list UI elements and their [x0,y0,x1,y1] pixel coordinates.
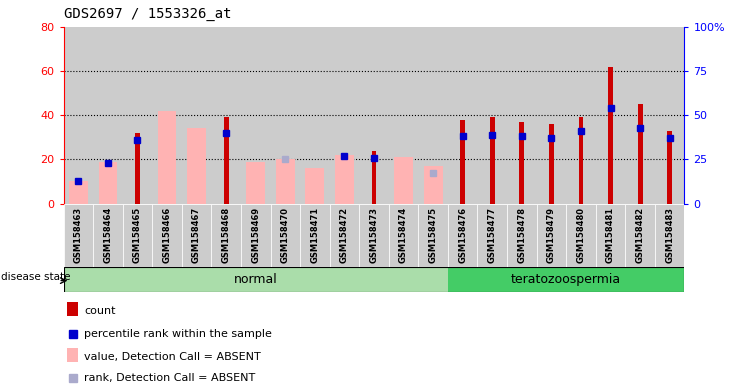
Bar [271,204,300,267]
Bar [359,27,389,204]
Bar [654,204,684,267]
Bar [300,27,330,204]
Bar [158,111,177,204]
Bar [271,27,300,204]
Bar [536,204,566,267]
Bar [153,27,182,204]
Bar [519,122,524,204]
Text: GSM158473: GSM158473 [370,207,378,263]
Bar [418,204,448,267]
Text: GSM158465: GSM158465 [133,207,142,263]
Text: GSM158470: GSM158470 [280,207,289,263]
Bar [654,27,684,204]
Bar [330,27,359,204]
Bar [187,128,206,204]
Bar [625,27,654,204]
Bar [566,27,595,204]
Bar [246,162,266,204]
Bar [637,104,643,204]
Bar [536,27,566,204]
Bar [224,118,229,204]
Text: GSM158463: GSM158463 [74,207,83,263]
Bar [578,118,583,204]
Bar [276,159,295,204]
Bar [625,204,654,267]
Bar [372,151,376,204]
Text: GSM158481: GSM158481 [606,207,615,263]
Bar [241,204,271,267]
Bar [330,204,359,267]
Bar [153,204,182,267]
Text: GSM158466: GSM158466 [162,207,171,263]
Bar [460,120,465,204]
Bar [212,27,241,204]
Bar [667,131,672,204]
Text: GSM158474: GSM158474 [399,207,408,263]
Text: GSM158469: GSM158469 [251,207,260,263]
Bar [182,27,212,204]
Text: teratozoospermia: teratozoospermia [511,273,622,286]
Bar [69,182,88,204]
Text: GSM158472: GSM158472 [340,207,349,263]
Bar [99,162,117,204]
Bar [608,67,613,204]
Text: GSM158476: GSM158476 [459,207,468,263]
Bar [135,133,140,204]
Text: GSM158468: GSM158468 [221,207,230,263]
Bar [389,204,418,267]
Bar [64,267,448,292]
Text: GSM158475: GSM158475 [429,207,438,263]
Bar [94,204,123,267]
Bar [448,27,477,204]
Bar [241,27,271,204]
Bar [423,166,443,204]
Bar [67,303,79,316]
Bar [549,124,554,204]
Bar [595,204,625,267]
Bar [490,118,494,204]
Text: disease state: disease state [1,272,71,282]
Text: GSM158467: GSM158467 [192,207,201,263]
Bar [389,27,418,204]
Bar [359,204,389,267]
Bar [418,27,448,204]
Text: percentile rank within the sample: percentile rank within the sample [84,329,272,339]
Bar [123,27,153,204]
Bar [123,204,153,267]
Text: rank, Detection Call = ABSENT: rank, Detection Call = ABSENT [84,374,255,384]
Text: GSM158471: GSM158471 [310,207,319,263]
Bar [305,168,325,204]
Bar [566,204,595,267]
Text: GSM158478: GSM158478 [518,207,527,263]
Text: GSM158464: GSM158464 [103,207,112,263]
Bar [94,27,123,204]
Text: count: count [84,306,116,316]
Bar [448,267,699,292]
Bar [507,204,536,267]
Text: GSM158483: GSM158483 [665,207,674,263]
Bar [212,204,241,267]
Bar [67,348,79,362]
Bar [507,27,536,204]
Bar [335,155,354,204]
Text: GSM158477: GSM158477 [488,207,497,263]
Text: normal: normal [234,273,278,286]
Text: value, Detection Call = ABSENT: value, Detection Call = ABSENT [84,351,261,361]
Bar [595,27,625,204]
Bar [448,204,477,267]
Text: GDS2697 / 1553326_at: GDS2697 / 1553326_at [64,7,231,21]
Text: GSM158482: GSM158482 [636,207,645,263]
Bar [477,204,507,267]
Bar [394,157,413,204]
Text: GSM158480: GSM158480 [577,207,586,263]
Bar [182,204,212,267]
Bar [300,204,330,267]
Text: GSM158479: GSM158479 [547,207,556,263]
Bar [64,27,94,204]
Bar [477,27,507,204]
Bar [64,204,94,267]
